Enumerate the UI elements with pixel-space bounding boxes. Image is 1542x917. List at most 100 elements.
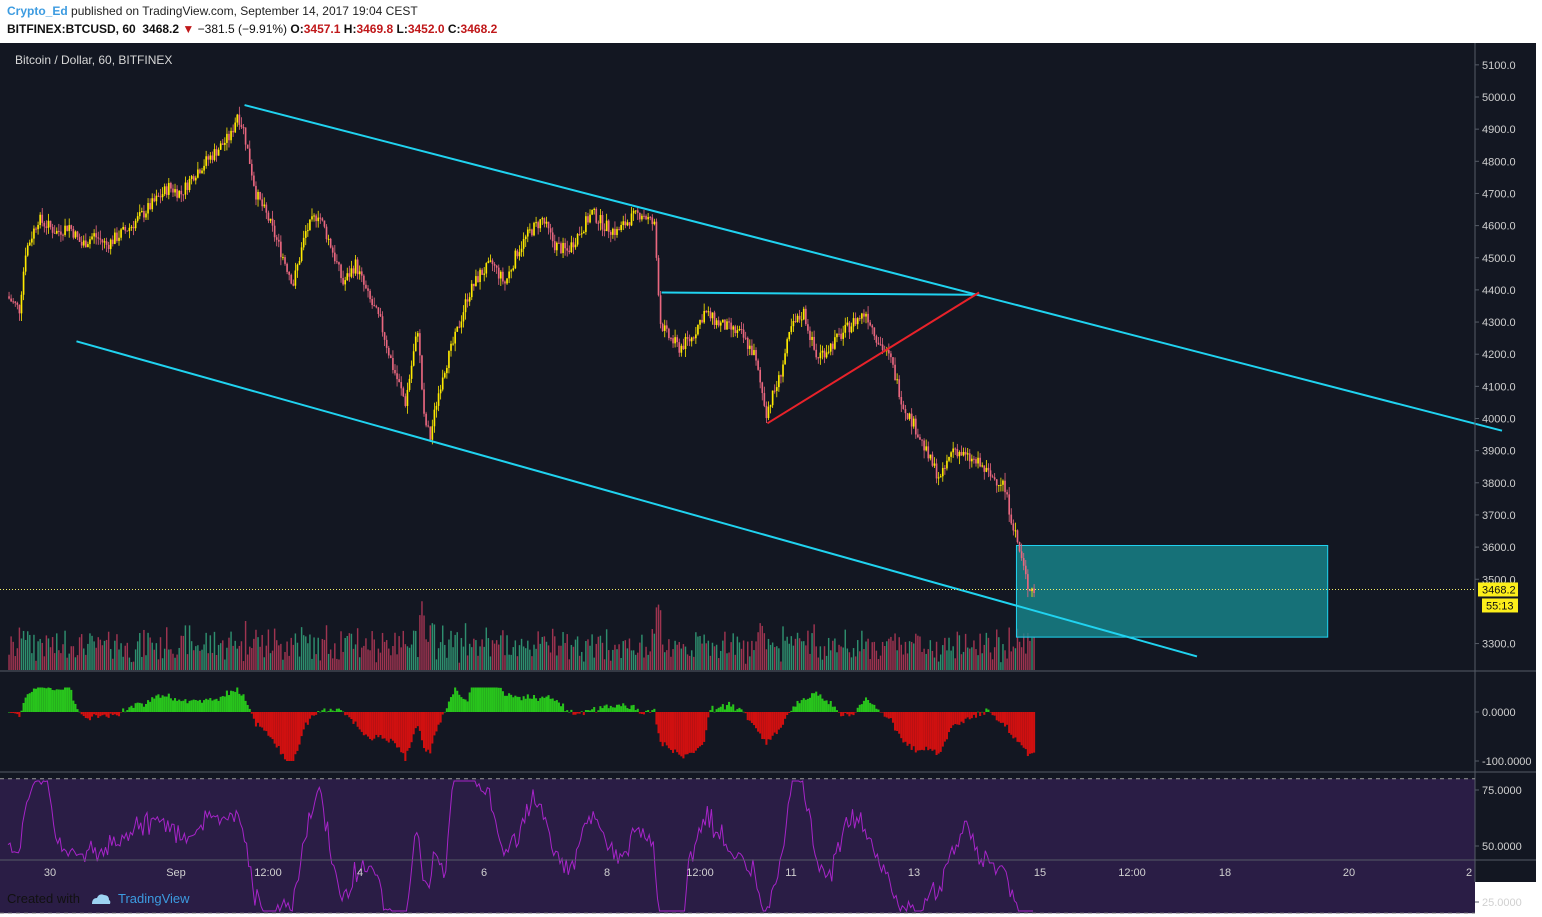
oscillator-bar xyxy=(634,710,637,712)
candle-body xyxy=(215,149,218,156)
volume-bar xyxy=(174,657,176,670)
candle-body xyxy=(603,229,606,232)
candle-body xyxy=(697,324,699,335)
oscillator-bar xyxy=(134,703,137,712)
volume-bar xyxy=(740,648,743,670)
candle-body xyxy=(580,233,583,235)
oscillator-bar xyxy=(732,704,735,712)
oscillator-bar xyxy=(576,712,579,714)
volume-bar xyxy=(618,644,620,670)
volume-bar xyxy=(861,630,863,670)
oscillator-bar xyxy=(630,705,633,712)
candle-body xyxy=(497,267,500,279)
oscillator-bar xyxy=(377,712,380,738)
oscillator-bar xyxy=(701,712,704,745)
candle-body xyxy=(960,451,963,456)
volume-bar xyxy=(433,624,436,670)
volume-bar xyxy=(668,639,670,670)
volume-bar xyxy=(255,629,257,670)
candle-body xyxy=(724,319,726,330)
candle-body xyxy=(495,265,498,268)
volume-bar xyxy=(491,640,494,670)
volume-bar xyxy=(583,661,585,670)
oscillator-bar xyxy=(931,712,934,751)
volume-bar xyxy=(1022,633,1025,670)
candle-body xyxy=(668,328,670,339)
oscillator-bar xyxy=(779,712,782,728)
publish-text: published on TradingView.com, September … xyxy=(67,4,418,18)
candle-body xyxy=(956,448,959,457)
oscillator-bar xyxy=(595,712,598,713)
oscillator-bar xyxy=(1018,712,1021,743)
oscillator-bar xyxy=(966,712,969,718)
volume-bar xyxy=(933,657,936,670)
oscillator-bar xyxy=(551,698,554,712)
volume-bar xyxy=(16,648,19,670)
price-tick-label: 4500.0 xyxy=(1482,253,1516,265)
countdown-badge-text: 55:13 xyxy=(1486,600,1514,612)
oscillator-bar xyxy=(292,712,295,761)
oscillator-bar xyxy=(900,712,903,739)
volume-bar xyxy=(33,634,35,670)
candle-body xyxy=(722,319,724,323)
volume-bar xyxy=(823,646,826,670)
candle-body xyxy=(41,214,44,223)
candle-body xyxy=(763,393,766,406)
oscillator-bar xyxy=(898,712,901,734)
volume-bar xyxy=(697,636,699,670)
candle-body xyxy=(33,228,35,239)
volume-bar xyxy=(458,662,461,670)
oscillator-bar xyxy=(113,712,116,715)
candle-body xyxy=(450,343,452,351)
volume-bar xyxy=(421,601,423,670)
volume-bar xyxy=(97,637,99,670)
candle-body xyxy=(470,283,473,298)
open-label: O: xyxy=(290,22,304,36)
oscillator-bar xyxy=(730,706,733,712)
volume-bar xyxy=(670,656,672,670)
candle-body xyxy=(165,186,168,195)
candle-body xyxy=(796,315,799,322)
oscillator-bar xyxy=(238,693,241,712)
volume-bar xyxy=(302,635,305,670)
candle-body xyxy=(823,350,826,358)
candle-body xyxy=(325,226,328,240)
oscillator-bar xyxy=(335,708,338,712)
oscillator-bar xyxy=(964,712,967,719)
oscillator-bar xyxy=(761,712,764,740)
candle-body xyxy=(346,273,349,281)
tradingview-brand-link[interactable]: TradingView xyxy=(117,891,190,906)
volume-bar xyxy=(657,604,660,670)
volume-bar xyxy=(213,631,216,670)
volume-bar xyxy=(64,630,66,670)
volume-bar xyxy=(504,655,506,670)
oscillator-bar xyxy=(304,712,307,723)
volume-bar xyxy=(778,648,780,670)
volume-bar xyxy=(599,635,602,670)
oscillator-bar xyxy=(881,712,884,713)
candle-body xyxy=(255,185,257,200)
volume-bar xyxy=(1025,653,1027,670)
volume-bar xyxy=(921,651,923,670)
oscillator-bar xyxy=(908,712,911,744)
volume-bar xyxy=(439,642,442,670)
volume-bar xyxy=(186,654,189,670)
oscillator-bar xyxy=(126,710,129,712)
author-link[interactable]: Crypto_Ed xyxy=(7,4,68,18)
oscillator-bar xyxy=(510,694,513,712)
candle-body xyxy=(458,326,461,328)
candle-body xyxy=(20,294,23,314)
candle-body xyxy=(298,260,301,265)
volume-bar xyxy=(757,632,759,670)
volume-bar xyxy=(195,646,197,670)
candle-body xyxy=(205,156,207,166)
oscillator-bar xyxy=(331,710,334,712)
oscillator-bar xyxy=(601,708,604,712)
oscillator-bar xyxy=(636,708,639,712)
volume-bar xyxy=(141,656,143,670)
candle-body xyxy=(661,323,664,331)
oscillator-bar xyxy=(667,712,670,749)
time-axis[interactable]: 30 Sep 12:00 4 6 8 12:00 11 13 15 12:00 18 20 2 xyxy=(44,867,1472,879)
oscillator-bar xyxy=(196,700,199,712)
